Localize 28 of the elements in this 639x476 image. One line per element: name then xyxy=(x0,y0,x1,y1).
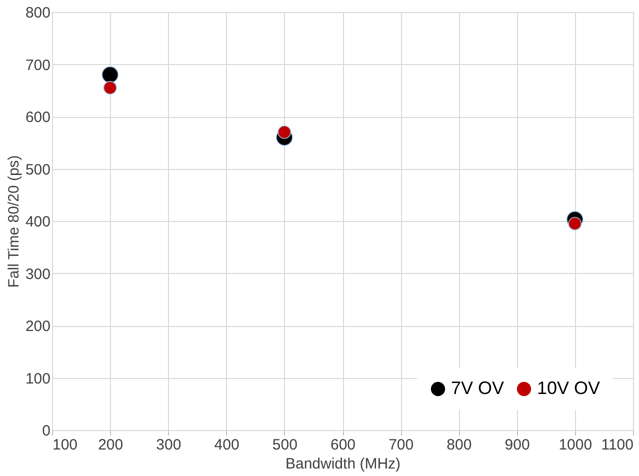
x-tick-label: 800 xyxy=(446,436,472,454)
x-tick-label: 400 xyxy=(214,436,240,454)
y-tick-label: 700 xyxy=(25,56,50,74)
x-tick-label: 600 xyxy=(330,436,356,454)
y-tick-label: 600 xyxy=(25,109,50,126)
y-axis-title: Fall Time 80/20 (ps) xyxy=(5,155,22,288)
x-tick-label: 700 xyxy=(388,436,414,454)
x-tick-label: 1100 xyxy=(601,436,634,454)
x-tick-label: 1000 xyxy=(558,436,592,454)
legend-label: 7V OV xyxy=(451,378,504,398)
point xyxy=(102,66,118,84)
x-tick-label: 100 xyxy=(52,436,78,454)
y-tick-label: 300 xyxy=(25,266,50,283)
legend-label: 10V OV xyxy=(537,378,600,398)
point xyxy=(568,216,582,230)
point xyxy=(103,81,117,94)
x-tick-label: 300 xyxy=(156,436,182,454)
point xyxy=(278,125,292,139)
y-tick-label: 100 xyxy=(25,370,50,388)
y-tick-label: 0 xyxy=(42,422,50,440)
x-tick-label: 500 xyxy=(272,436,298,454)
y-tick-label: 500 xyxy=(25,161,50,178)
x-tick-label: 900 xyxy=(504,436,530,454)
x-tick-label: 200 xyxy=(98,436,124,454)
x-axis-title: Bandwidth (MHz) xyxy=(285,456,401,472)
y-tick-label: 800 xyxy=(25,4,50,22)
y-tick-label: 200 xyxy=(25,318,50,335)
y-tick-label: 400 xyxy=(25,214,50,230)
